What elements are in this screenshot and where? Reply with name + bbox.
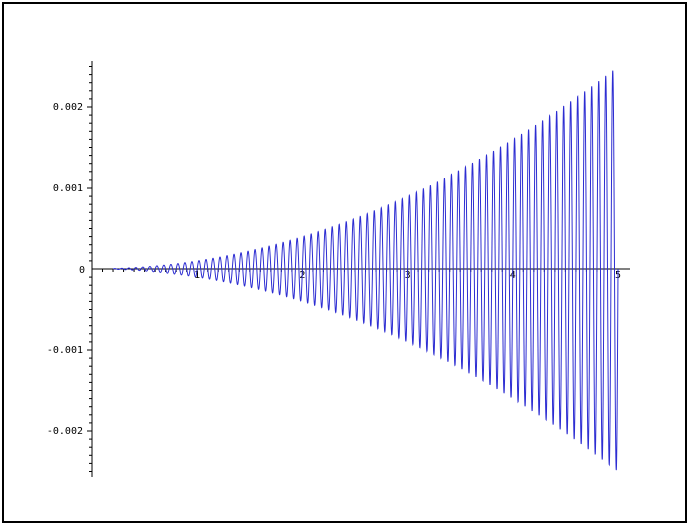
series-layer bbox=[112, 70, 619, 471]
y-tick-label: -0.001 bbox=[47, 345, 83, 356]
y-tick-label: -0.002 bbox=[47, 426, 83, 437]
series-line bbox=[112, 70, 619, 471]
chart-axes bbox=[91, 61, 630, 477]
x-tick-label: 1 bbox=[194, 270, 200, 281]
y-axis-ticks: 0.002 0.001 -0.001 -0.002 bbox=[47, 66, 92, 472]
y-tick-label: 0.002 bbox=[53, 102, 83, 113]
y-tick-label: 0.001 bbox=[53, 183, 83, 194]
x-tick-label: 0 bbox=[79, 265, 85, 276]
